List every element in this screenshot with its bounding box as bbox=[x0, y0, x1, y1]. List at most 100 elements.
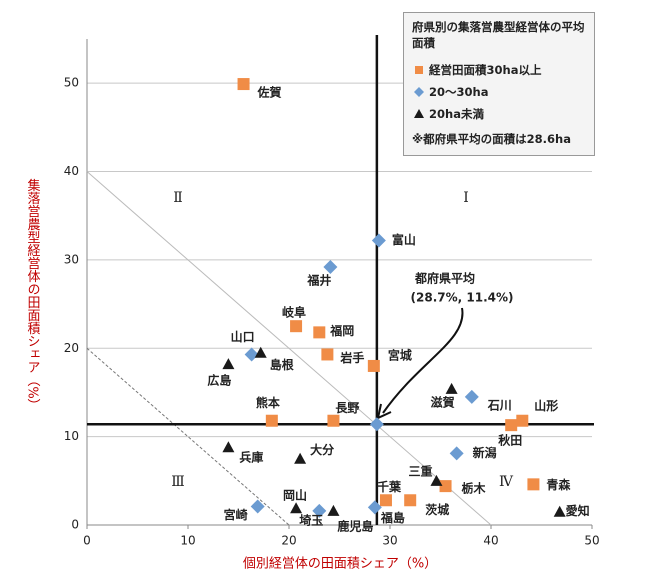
data-point bbox=[505, 419, 518, 432]
data-point bbox=[265, 414, 278, 427]
y-tick-label: 10 bbox=[64, 429, 79, 443]
quadrant-label: Ⅳ bbox=[499, 474, 514, 490]
legend-marker bbox=[414, 109, 424, 118]
point-label: 宮城 bbox=[388, 347, 412, 362]
point-label: 宮崎 bbox=[224, 507, 248, 522]
data-point bbox=[313, 326, 326, 339]
point-label: 佐賀 bbox=[257, 85, 282, 100]
y-tick-label: 20 bbox=[64, 341, 79, 355]
quadrant-label: Ⅱ bbox=[173, 190, 183, 206]
point-label: 愛知 bbox=[566, 503, 590, 518]
quadrant-label: Ⅰ bbox=[463, 190, 469, 206]
legend-marker bbox=[415, 66, 423, 74]
point-label: 福井 bbox=[306, 272, 331, 287]
x-axis-title: 個別経営体の田面積シェア（%） bbox=[243, 557, 437, 572]
data-point bbox=[367, 500, 382, 515]
point-label: 三重 bbox=[408, 463, 432, 478]
point-label: 栃木 bbox=[462, 481, 487, 496]
point-label: 山口 bbox=[231, 329, 255, 344]
data-point bbox=[430, 474, 443, 486]
x-tick-label: 30 bbox=[382, 534, 397, 548]
point-label: 大分 bbox=[310, 442, 334, 457]
point-label: 福岡 bbox=[329, 323, 354, 338]
legend-symbol bbox=[414, 87, 424, 97]
y-tick-label: 30 bbox=[64, 252, 79, 266]
data-point bbox=[294, 452, 307, 464]
y-tick-label: 0 bbox=[71, 518, 79, 532]
diagonal-line bbox=[86, 171, 492, 526]
point-label: 岡山 bbox=[283, 488, 307, 503]
data-point bbox=[290, 502, 303, 514]
data-point bbox=[371, 233, 386, 248]
data-point bbox=[445, 382, 458, 394]
average-point bbox=[369, 417, 384, 432]
data-point bbox=[404, 494, 417, 507]
point-label: 福島 bbox=[380, 510, 405, 525]
point-label: 秋田 bbox=[498, 433, 522, 448]
data-point bbox=[527, 478, 540, 491]
legend-label: 経営田面積30ha以上 bbox=[429, 63, 542, 77]
point-label: 富山 bbox=[392, 232, 416, 247]
data-point bbox=[327, 414, 340, 427]
y-tick-label: 40 bbox=[64, 164, 79, 178]
y-tick-label: 50 bbox=[64, 76, 79, 90]
legend-marker bbox=[414, 87, 424, 97]
annotation-arrow bbox=[382, 307, 464, 414]
point-label: 滋賀 bbox=[431, 394, 455, 409]
legend-item: 経営田面積30ha以上 bbox=[412, 59, 586, 81]
legend-label: 20～30ha bbox=[429, 85, 489, 99]
legend-label: 20ha未満 bbox=[429, 107, 484, 121]
legend-symbol bbox=[415, 66, 423, 74]
data-point bbox=[250, 499, 265, 514]
point-label: 広島 bbox=[207, 373, 231, 388]
point-label: 青森 bbox=[546, 477, 571, 492]
quadrant-label: Ⅲ bbox=[171, 474, 185, 490]
point-label: 熊本 bbox=[256, 395, 280, 410]
average-label: 都府県平均 bbox=[414, 271, 475, 286]
data-point bbox=[379, 494, 392, 507]
data-point bbox=[321, 348, 334, 361]
point-label: 埼玉 bbox=[299, 512, 323, 527]
point-label: 鹿児島 bbox=[337, 518, 373, 533]
legend-title: 府県別の集落営農型経営体の平均面積 bbox=[412, 20, 585, 50]
point-label: 新潟 bbox=[473, 445, 497, 460]
data-point bbox=[290, 320, 303, 333]
legend-note: ※都府県平均の面積は28.6ha bbox=[412, 132, 571, 146]
data-point bbox=[222, 358, 235, 370]
x-tick-label: 50 bbox=[584, 534, 599, 548]
data-point bbox=[327, 504, 340, 516]
legend-symbol bbox=[414, 109, 424, 118]
point-label: 石川 bbox=[487, 398, 512, 412]
point-label: 島根 bbox=[270, 357, 294, 372]
x-tick-label: 20 bbox=[281, 534, 296, 548]
x-tick-label: 0 bbox=[83, 534, 91, 548]
data-point bbox=[244, 347, 259, 362]
point-label: 岐阜 bbox=[282, 305, 306, 320]
data-point bbox=[516, 414, 529, 427]
average-value-label: (28.7%, 11.4%) bbox=[411, 291, 514, 305]
data-point bbox=[222, 441, 235, 453]
legend-item: 20～30ha bbox=[412, 81, 586, 103]
legend: 府県別の集落営農型経営体の平均面積 経営田面積30ha以上 20～30ha 20ha… bbox=[403, 12, 595, 156]
data-point bbox=[312, 503, 327, 518]
data-point bbox=[323, 259, 338, 274]
legend-items: 経営田面積30ha以上 20～30ha 20ha未満 bbox=[412, 59, 586, 125]
data-point bbox=[464, 389, 479, 404]
x-tick-label: 40 bbox=[483, 534, 498, 548]
data-point bbox=[553, 505, 566, 517]
data-point bbox=[439, 480, 452, 493]
annotation-arrowhead bbox=[377, 403, 392, 419]
point-label: 岩手 bbox=[339, 350, 364, 365]
data-point bbox=[367, 359, 380, 372]
y-axis-title: 集落営農型経営体の田面積シェア（%） bbox=[25, 178, 41, 412]
point-label: 千葉 bbox=[377, 479, 402, 494]
data-point bbox=[237, 78, 250, 91]
data-point bbox=[449, 446, 464, 461]
point-label: 兵庫 bbox=[239, 450, 263, 465]
point-label: 茨城 bbox=[425, 502, 449, 517]
point-label: 山形 bbox=[534, 398, 558, 413]
point-label: 長野 bbox=[335, 400, 359, 415]
data-point bbox=[254, 346, 267, 358]
